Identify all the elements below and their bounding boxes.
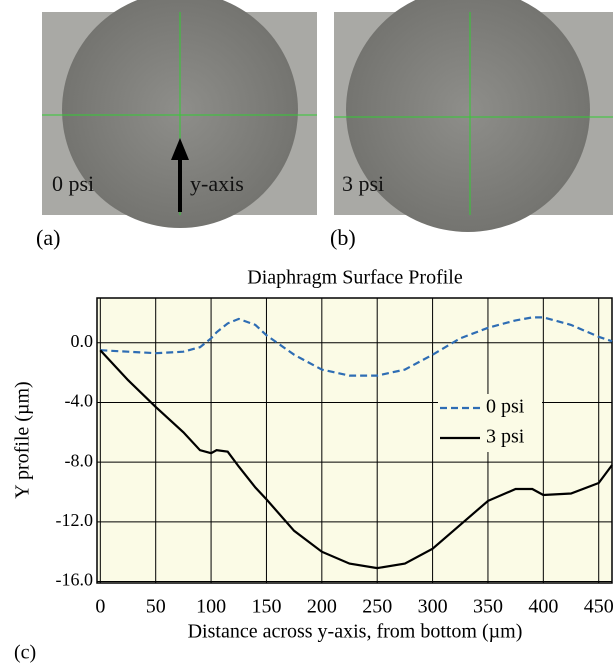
- photo-overlay: 3 psi: [342, 171, 384, 196]
- y-axis-label: Y profile (µm): [12, 381, 34, 498]
- x-tick-label: 250: [362, 596, 392, 618]
- photo-a: 0 psi y-axis: [42, 0, 317, 228]
- legend-bg: [438, 394, 542, 452]
- data-line: [99, 349, 613, 570]
- y-tick-label: -12.0: [56, 510, 94, 530]
- legend-label: 3 psi: [486, 426, 525, 448]
- x-tick-label: 400: [528, 596, 558, 618]
- y-tick-label: -8.0: [65, 450, 94, 470]
- x-tick-label: 100: [196, 596, 226, 618]
- panel-label: (a): [36, 225, 60, 250]
- x-tick-label: 0: [95, 596, 105, 618]
- panel-label: (b): [330, 225, 356, 250]
- photo-b: 3 psi: [334, 0, 613, 232]
- data-line: [100, 316, 613, 377]
- panel-label: (c): [14, 642, 36, 664]
- y-tick-label: 0.0: [71, 331, 94, 351]
- arrow-head: [171, 138, 189, 160]
- x-tick-label: 200: [307, 596, 337, 618]
- chart-title: Diaphragm Surface Profile: [247, 267, 463, 289]
- legend-label: 0 psi: [486, 396, 525, 418]
- y-tick-label: -4.0: [65, 391, 94, 411]
- x-tick-label: 300: [418, 596, 448, 618]
- diaphragm: [346, 0, 590, 232]
- y-tick-label: -16.0: [56, 570, 94, 590]
- x-axis-label: Distance across y-axis, from bottom (µm): [188, 621, 523, 643]
- arrow-label: y-axis: [190, 171, 244, 196]
- x-tick-label: 150: [251, 596, 281, 618]
- legend: 0 psi 3 psi: [438, 394, 542, 452]
- photo-overlay: 0 psi: [52, 171, 94, 196]
- x-tick-label: 350: [473, 596, 503, 618]
- x-tick-label: 450: [584, 596, 613, 618]
- x-tick-label: 50: [146, 596, 166, 618]
